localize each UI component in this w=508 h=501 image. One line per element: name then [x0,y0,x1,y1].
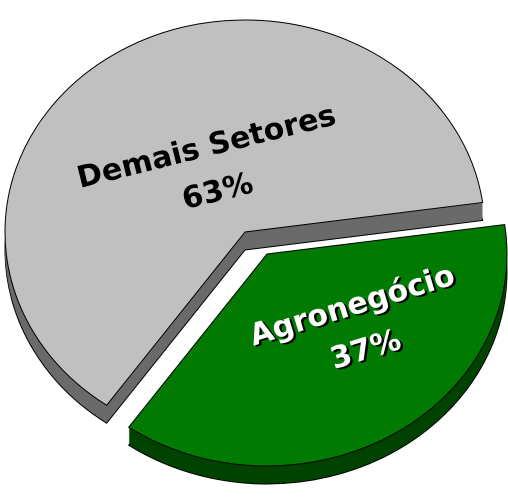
slice-top [127,223,508,467]
slice [127,223,508,485]
slice-top [4,19,484,406]
slice [4,19,484,424]
